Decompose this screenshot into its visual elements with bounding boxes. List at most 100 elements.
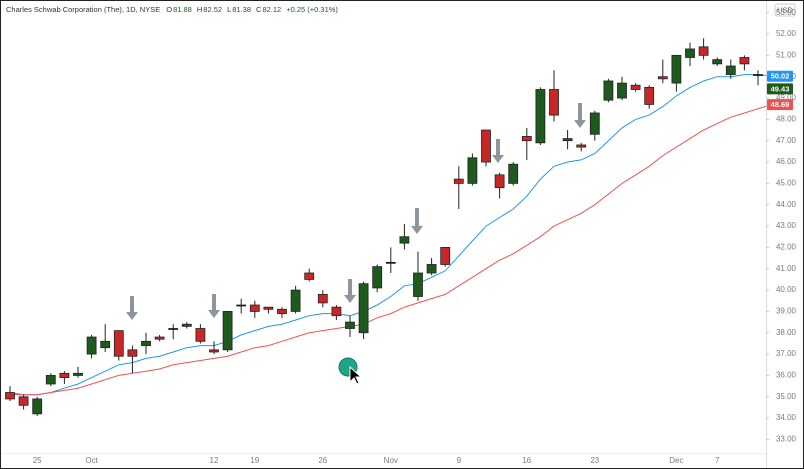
candle-body [141, 340, 151, 346]
candle [32, 396, 43, 416]
candle [481, 129, 491, 167]
field-value: 82.12 [262, 5, 281, 14]
candle-body [671, 54, 682, 84]
candle-body [385, 261, 396, 264]
candle [195, 324, 206, 344]
candle-body [168, 328, 179, 330]
candle-body [345, 321, 355, 329]
candle-body [630, 84, 641, 90]
candle [453, 166, 464, 209]
candle-body [18, 396, 29, 406]
y-tick-label: 48.00 [776, 114, 797, 123]
x-tick-label: 12 [210, 456, 219, 465]
candle [209, 341, 219, 355]
candle [753, 70, 763, 86]
candle-body [685, 48, 695, 58]
field-label: C [256, 5, 262, 14]
candle [413, 251, 423, 301]
candle-body [739, 57, 750, 65]
candle-body [249, 304, 260, 312]
candle [657, 59, 668, 84]
candle [45, 373, 56, 387]
candle-body [494, 174, 505, 189]
candle [290, 285, 301, 314]
candle [426, 258, 437, 276]
y-tick-label: 35.00 [776, 392, 797, 401]
candle [331, 305, 342, 320]
field-label: H [197, 5, 202, 14]
arrow [344, 279, 356, 303]
field-value: 81.38 [232, 5, 251, 14]
candle-body [753, 74, 763, 76]
x-tick-label: 23 [590, 456, 599, 465]
candle-body [290, 289, 301, 312]
candle-body [562, 138, 573, 142]
candle [73, 366, 83, 378]
candle [59, 371, 70, 384]
candle-body [263, 306, 274, 310]
candle-body [453, 178, 464, 184]
x-tick-label: 16 [522, 456, 531, 465]
moving-average-line [9, 74, 772, 396]
candle [467, 153, 478, 186]
candle-body [100, 340, 111, 349]
arrows [126, 103, 586, 320]
candle-body [222, 311, 233, 351]
candle-body [358, 283, 369, 334]
candle-body [521, 136, 532, 142]
x-tick-label: 19 [250, 456, 259, 465]
arrow [208, 294, 220, 318]
candle-body [236, 304, 247, 307]
candle-body [331, 306, 342, 317]
candle [562, 130, 573, 150]
last-value-box [767, 99, 793, 111]
candle [263, 306, 274, 314]
arrow [492, 139, 504, 163]
candle [277, 307, 287, 318]
candle [508, 162, 519, 186]
candle-body [535, 89, 546, 144]
candle [440, 247, 451, 267]
candle [304, 268, 315, 282]
candle [617, 76, 627, 101]
y-tick-label: 42.00 [776, 243, 797, 252]
candle-body [698, 46, 709, 56]
y-tick-label: 53.00 [776, 8, 797, 17]
arrow [126, 296, 138, 320]
candle-body [603, 80, 614, 101]
y-tick-label: 46.00 [776, 157, 797, 166]
candle [630, 83, 641, 92]
candle [549, 70, 559, 122]
arrow [411, 208, 423, 234]
candle [168, 324, 179, 340]
candle [535, 87, 546, 145]
candle-body [576, 144, 587, 148]
candle [576, 142, 587, 152]
moving-average-line [10, 104, 772, 396]
y-tick-label: 47.00 [776, 136, 797, 145]
candle [671, 54, 682, 92]
arrow [574, 103, 586, 128]
last-value-label: 50.02 [771, 72, 790, 81]
field-value: 81.88 [173, 5, 192, 14]
candle [86, 334, 97, 359]
candle-body [657, 76, 668, 80]
candle-body [467, 157, 478, 184]
candle [113, 330, 124, 361]
candle-body [154, 336, 165, 340]
candle-body [73, 372, 83, 376]
last-value-label: 49.43 [771, 84, 790, 93]
candle [494, 172, 505, 199]
x-tick-label: 26 [318, 456, 327, 465]
candle-body [440, 247, 451, 265]
y-tick-label: 43.00 [776, 221, 797, 230]
candle-body [399, 236, 410, 244]
last-value-box [767, 70, 793, 82]
candle [249, 300, 260, 318]
candle-body [59, 372, 70, 378]
candle-body [195, 328, 206, 342]
field-label: L [227, 5, 231, 14]
y-tick-label: 36.00 [776, 371, 797, 380]
x-tick-label: Oct [85, 456, 98, 465]
